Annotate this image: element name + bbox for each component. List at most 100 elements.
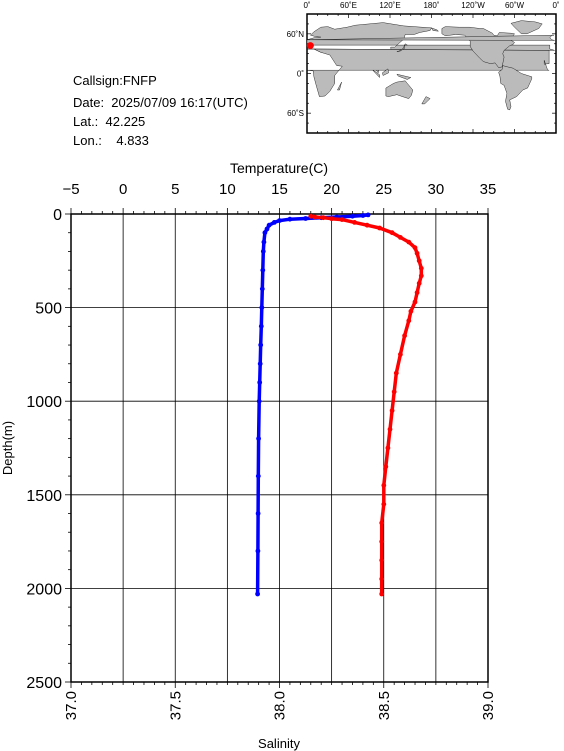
temperature-data-point [255, 473, 261, 479]
salinity-tick-label: 37.5 [167, 691, 184, 720]
map-lat-ticks [307, 13, 556, 134]
salinity-data-point [412, 299, 418, 305]
temperature-data-point [256, 436, 261, 441]
station-marker [306, 42, 314, 50]
series-layer [255, 212, 424, 597]
landmass [498, 65, 532, 111]
salinity-data-point [393, 370, 399, 376]
depth-tick-label: 1500 [26, 488, 62, 505]
map-lat-labels: 60˚N 0˚ 60˚S [287, 30, 305, 118]
map-lat-label: 60˚N [287, 30, 305, 39]
temperature-data-point [271, 220, 277, 225]
temperature-tick-label: 0 [119, 181, 127, 198]
temperature-data-point [259, 305, 265, 310]
landmass [421, 96, 431, 105]
depth-tick-label: 2500 [26, 675, 62, 692]
temperature-data-point [264, 226, 270, 232]
salinity-data-point [408, 308, 414, 314]
temperature-data-point [303, 216, 308, 221]
salinity-data-point [398, 352, 403, 357]
temperature-data-point [287, 216, 293, 222]
salinity-data-point [377, 225, 382, 231]
map-lon-label: 120˚W [461, 1, 485, 10]
temperature-data-point [255, 591, 260, 597]
temperature-tick-label: 30 [428, 181, 445, 198]
depth-tick-label: 2000 [26, 581, 62, 598]
temperature-data-point [261, 239, 267, 245]
salinity-data-point [329, 216, 334, 222]
map-lon-label: 0˚ [552, 1, 559, 10]
salinity-data-point [381, 483, 387, 488]
salinity-data-point [379, 520, 385, 526]
landmass [337, 82, 342, 91]
salinity-data-point [414, 290, 420, 295]
salinity-data-point [379, 591, 385, 597]
salinity-data-point [383, 464, 389, 470]
temperature-data-point [277, 218, 282, 224]
temperature-tick-label: 20 [323, 181, 340, 198]
salinity-data-point [379, 539, 385, 544]
temperature-profile-line [255, 213, 370, 596]
salinity-tick-label: 39.0 [480, 691, 497, 720]
temperature-ticks: −5 0 5 10 15 20 25 30 35 [62, 181, 496, 214]
map-lon-label: 60˚W [505, 1, 525, 10]
map-lon-label: 0˚ [303, 1, 310, 10]
salinity-data-point [381, 501, 387, 507]
temperature-axis-title: Temperature(C) [230, 160, 328, 176]
map-lat-label: 0˚ [297, 70, 304, 79]
salinity-data-point [389, 230, 395, 236]
map-lon-label: 60˚E [340, 1, 357, 10]
salinity-data-point [412, 245, 418, 251]
grid-lines [71, 214, 488, 682]
salinity-data-point [320, 215, 326, 221]
temperature-tick-label: 10 [219, 181, 236, 198]
temperature-data-point [266, 222, 272, 228]
landmass [396, 73, 412, 80]
salinity-data-point [308, 213, 314, 219]
salinity-tick-label: 38.5 [376, 691, 393, 720]
temperature-data-point [260, 267, 266, 273]
salinity-data-point [352, 220, 357, 225]
temperature-data-point [256, 398, 262, 404]
salinity-data-point [406, 239, 412, 245]
location-map: 0˚ 60˚E 120˚E 180˚ 120˚W 60˚W 0˚ 60˚N 0˚ 60˚S [287, 1, 560, 134]
temperature-data-point [258, 323, 264, 329]
map-lon-ticks [306, 14, 557, 133]
landmass [396, 43, 409, 52]
callsign-label: Callsign:FNFP [73, 73, 157, 88]
salinity-data-point [398, 235, 403, 240]
temperature-tick-label: 15 [271, 181, 288, 198]
salinity-ticks: 37.0 37.5 38.0 38.5 39.0 [63, 682, 497, 720]
depth-tick-label: 1000 [26, 394, 62, 411]
temperature-data-point [260, 249, 266, 254]
salinity-data-point [312, 214, 318, 220]
temperature-data-point [259, 286, 265, 292]
temperature-tick-label: −5 [62, 181, 79, 198]
salinity-data-point [387, 426, 393, 432]
salinity-data-point [416, 258, 422, 264]
landmass [431, 27, 439, 32]
temperature-tick-label: 35 [480, 181, 497, 198]
salinity-data-point [364, 222, 370, 228]
temperature-data-point [360, 213, 366, 218]
salinity-data-point [385, 445, 391, 451]
salinity-data-point [379, 576, 385, 582]
temperature-data-point [262, 230, 268, 236]
salinity-tick-label: 37.0 [63, 691, 80, 720]
temperature-data-point [257, 361, 263, 367]
date-label: Date: 2025/07/09 16:17(UTC) [73, 95, 248, 110]
temperature-tick-label: 25 [375, 181, 392, 198]
salinity-data-point [339, 217, 345, 223]
salinity-data-point [391, 389, 397, 395]
longitude-label: Lon.: 4.833 [73, 133, 149, 148]
temperature-data-point [255, 548, 261, 554]
map-landmasses [306, 20, 555, 111]
depth-tick-label: 500 [35, 301, 62, 318]
map-lon-label: 180˚ [423, 1, 439, 10]
salinity-data-point [379, 557, 385, 563]
depth-ticks: 0 500 1000 1500 2000 2500 [26, 207, 71, 692]
landmass [306, 35, 555, 41]
salinity-data-point [416, 280, 422, 286]
temperature-data-point [365, 212, 371, 218]
